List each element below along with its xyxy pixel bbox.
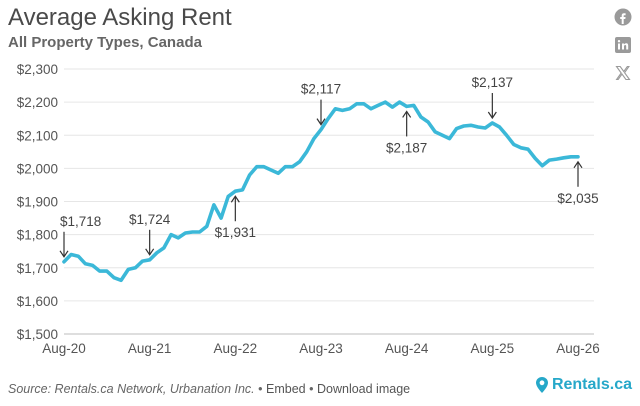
y-tick-label: $1,600 <box>17 294 58 309</box>
series-layer <box>62 100 580 283</box>
annotation-arrowhead <box>59 250 69 258</box>
y-tick-label: $2,000 <box>17 161 58 176</box>
y-tick-label: $2,100 <box>17 128 58 143</box>
annotation-label: $2,117 <box>301 82 341 97</box>
data-annotation: $1,724 <box>129 212 171 256</box>
x-tick-label: Aug-25 <box>471 341 515 356</box>
x-tick-label: Aug-22 <box>214 341 258 356</box>
x-tick-label: Aug-24 <box>385 341 429 356</box>
line-chart: $1,500 $1,600 $1,700 $1,800 $1,900 $2,000 $2,1… <box>17 62 600 356</box>
data-annotation: $2,137 <box>472 75 513 120</box>
annotation-arrowhead <box>573 160 583 169</box>
annotation-arrowhead <box>316 118 326 126</box>
y-tick-label: $1,800 <box>17 228 58 243</box>
annotation-label: $1,724 <box>129 212 171 227</box>
chart-title: Average Asking Rent <box>8 4 232 31</box>
annotation-label: $2,137 <box>472 75 513 90</box>
x-tick-label: Aug-26 <box>556 341 600 356</box>
x-tick-label: Aug-20 <box>42 341 86 356</box>
share-icons <box>614 8 632 82</box>
y-tick-label: $1,900 <box>17 195 58 210</box>
brand-logo[interactable]: Rentals.ca <box>535 376 632 394</box>
footer-separator: • <box>258 382 263 396</box>
annotation-arrowhead <box>145 248 155 256</box>
y-tick-label: $1,700 <box>17 261 58 276</box>
data-annotation: $2,035 <box>557 160 599 206</box>
data-annotation: $1,931 <box>215 195 256 240</box>
facebook-icon[interactable] <box>614 8 632 26</box>
annotation-label: $1,931 <box>215 225 256 240</box>
annotation-label: $2,035 <box>557 191 598 206</box>
series-line <box>62 100 580 283</box>
footer-separator: • <box>309 382 314 396</box>
x-icon[interactable] <box>614 64 632 82</box>
y-tick-label: $2,200 <box>17 95 58 110</box>
x-tick-label: Aug-23 <box>299 341 343 356</box>
annotations: $1,718 $1,724 $1,931 $2,117 $2,187 $2,137 $2,0… <box>59 75 599 258</box>
data-annotation: $1,718 <box>59 214 101 258</box>
embed-link[interactable]: Embed <box>266 382 306 396</box>
annotation-arrowhead <box>402 110 412 118</box>
annotation-arrowhead <box>487 111 497 120</box>
location-pin-icon <box>535 377 548 393</box>
annotation-label: $1,718 <box>60 214 101 229</box>
y-tick-label: $1,500 <box>17 327 58 342</box>
annotation-arrowhead <box>230 195 240 203</box>
y-tick-label: $2,300 <box>17 62 58 77</box>
source-text: Source: Rentals.ca Network, Urbanation I… <box>8 382 255 396</box>
y-axis-ticks: $1,500 $1,600 $1,700 $1,800 $1,900 $2,000 $2,1… <box>17 62 58 342</box>
brand-name: Rentals.ca <box>551 376 632 393</box>
download-image-link[interactable]: Download image <box>316 382 411 396</box>
x-axis-ticks: Aug-20 Aug-21 Aug-22 Aug-23 Aug-24 Aug-25 Aug-… <box>42 341 600 356</box>
data-annotation: $2,187 <box>386 110 427 155</box>
gridlines <box>64 68 594 335</box>
x-tick-label: Aug-21 <box>128 341 172 356</box>
linkedin-icon[interactable] <box>614 36 632 54</box>
chart-footer: Source: Rentals.ca Network, Urbanation I… <box>8 382 410 396</box>
chart-subtitle: All Property Types, Canada <box>8 34 202 51</box>
data-annotation: $2,117 <box>301 82 341 126</box>
annotation-label: $2,187 <box>386 140 427 155</box>
